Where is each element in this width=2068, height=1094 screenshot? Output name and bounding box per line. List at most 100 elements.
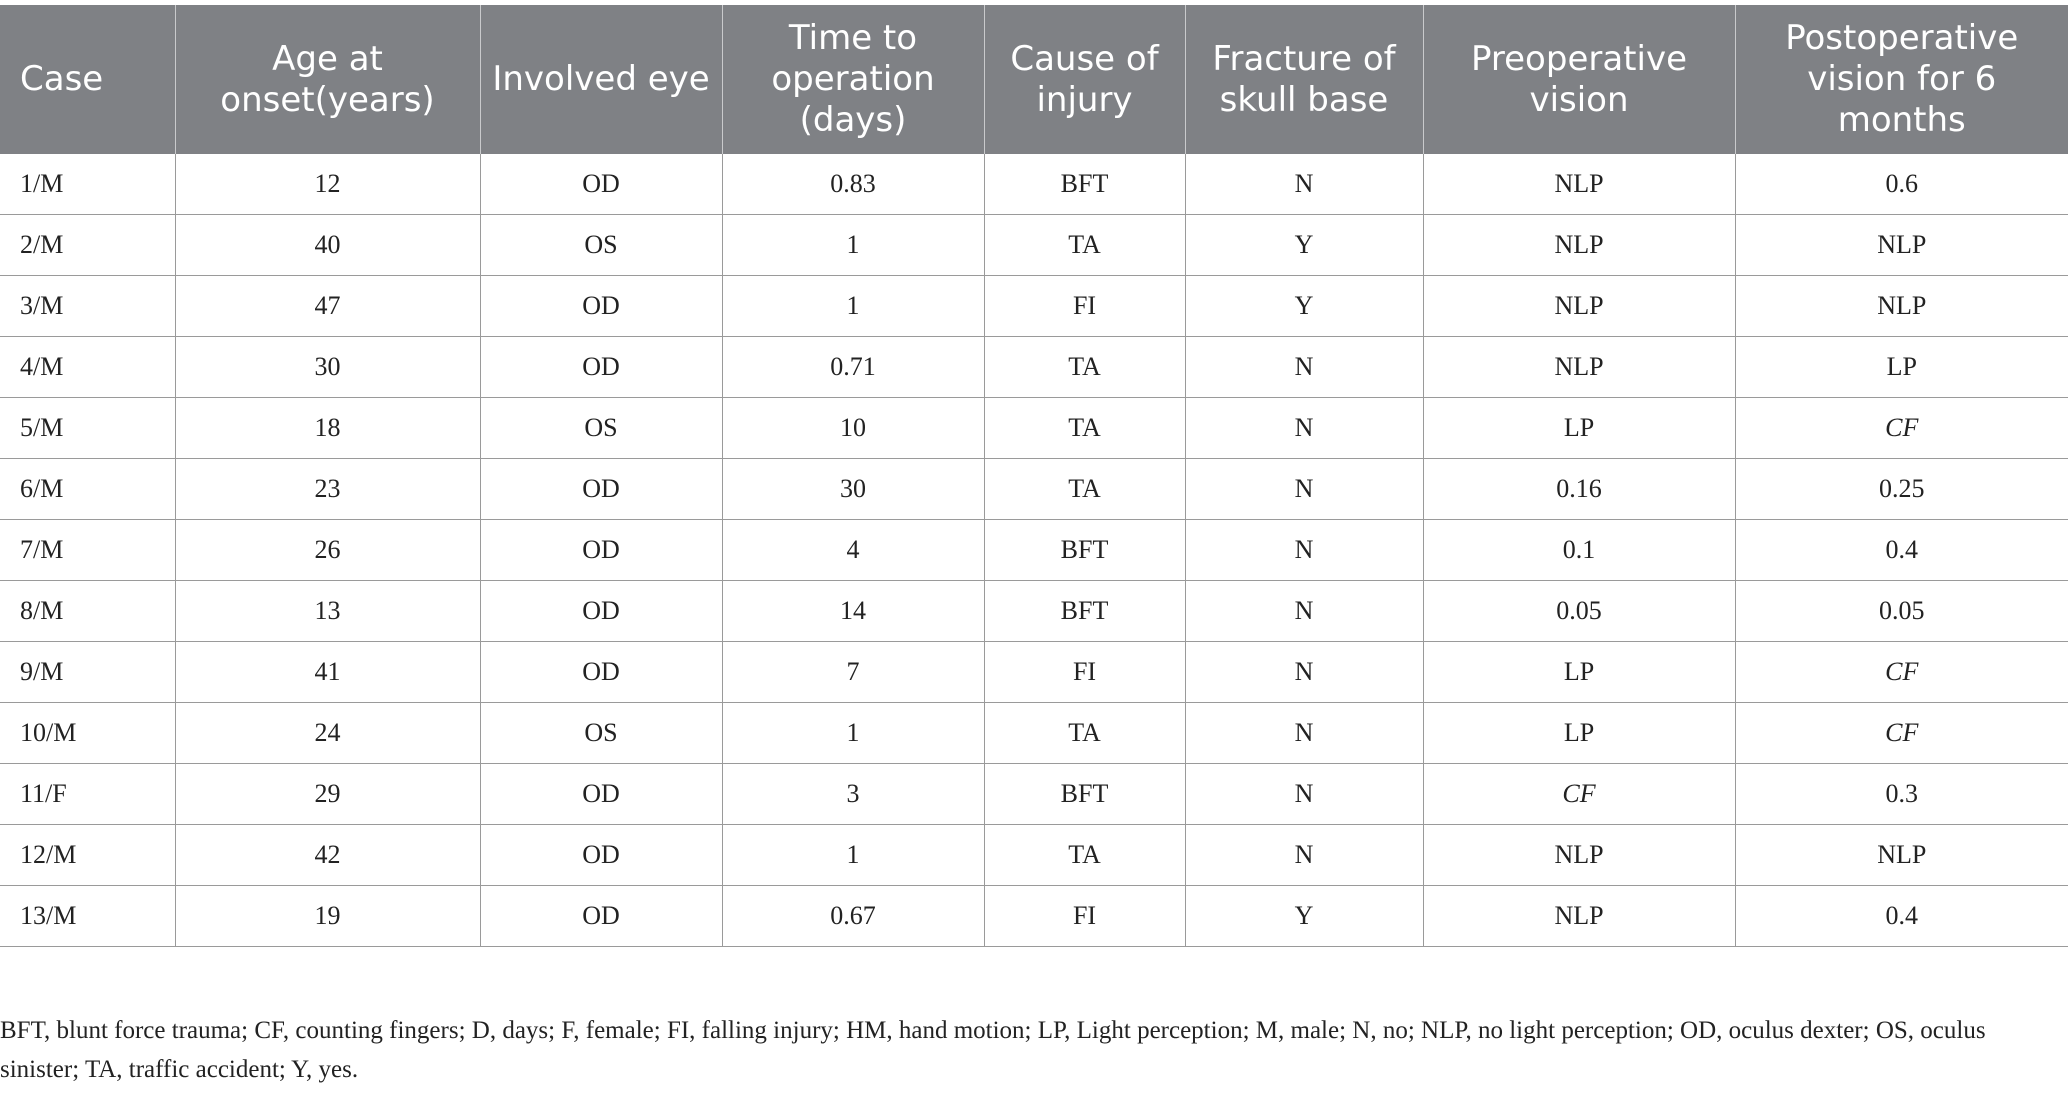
table-cell: 0.25: [1735, 458, 2068, 520]
table-row: 9/M 41 OD 7 FI N LP CF: [0, 641, 2068, 703]
table-row: 6/M 23 OD 30 TA N 0.16 0.25: [0, 458, 2068, 520]
table-row: 7/M 26 OD 4 BFT N 0.1 0.4: [0, 519, 2068, 581]
table-cell: 0.83: [722, 154, 985, 215]
table-cell: 18: [175, 397, 481, 459]
table-cell: CF: [1735, 641, 2068, 703]
table-cell: 0.71: [722, 336, 985, 398]
table-cell: 10/M: [0, 702, 176, 764]
table-cell: 2/M: [0, 214, 176, 276]
table-cell: 10: [722, 397, 985, 459]
table-row: 2/M 40 OS 1 TA Y NLP NLP: [0, 214, 2068, 276]
table-header: Case Age at onset(years) Involved eye Time …: [0, 5, 2068, 154]
table-cell: 4: [722, 519, 985, 581]
table-cell: 1/M: [0, 154, 176, 215]
table-cell: OS: [480, 397, 723, 459]
table-cell: BFT: [984, 763, 1186, 825]
table-cell: 6/M: [0, 458, 176, 520]
table-cell: TA: [984, 824, 1186, 886]
table-row: 12/M 42 OD 1 TA N NLP NLP: [0, 824, 2068, 886]
table-cell: 0.05: [1423, 580, 1736, 642]
table-cell: 0.3: [1735, 763, 2068, 825]
table-cell: TA: [984, 458, 1186, 520]
column-header: Postoperative vision for 6 months: [1735, 5, 2068, 154]
table-cell: 14: [722, 580, 985, 642]
table-cell: 1: [722, 824, 985, 886]
table-cell: TA: [984, 336, 1186, 398]
table-cell: 42: [175, 824, 481, 886]
table-cell: CF: [1735, 702, 2068, 764]
table-row: 5/M 18 OS 10 TA N LP CF: [0, 397, 2068, 459]
table-cell: NLP: [1423, 275, 1736, 337]
table-cell: 8/M: [0, 580, 176, 642]
table-cell: 5/M: [0, 397, 176, 459]
table-cell: LP: [1423, 641, 1736, 703]
column-header: Case: [0, 5, 176, 154]
table-cell: 1: [722, 214, 985, 276]
results-table-container: Case Age at onset(years) Involved eye Time …: [0, 5, 2068, 947]
table-row: 4/M 30 OD 0.71 TA N NLP LP: [0, 336, 2068, 398]
table-footnote: BFT, blunt force trauma; CF, counting fi…: [0, 1017, 1986, 1083]
table-cell: CF: [1423, 763, 1736, 825]
table-cell: NLP: [1423, 824, 1736, 886]
table-cell: OD: [480, 885, 723, 947]
table-cell: FI: [984, 641, 1186, 703]
table-cell: 0.16: [1423, 458, 1736, 520]
table-cell: 0.4: [1735, 885, 2068, 947]
table-cell: 30: [175, 336, 481, 398]
header-row: Case Age at onset(years) Involved eye Time …: [0, 5, 2068, 154]
table-cell: 29: [175, 763, 481, 825]
table-cell: CF: [1735, 397, 2068, 459]
table-cell: 1: [722, 275, 985, 337]
table-cell: NLP: [1423, 885, 1736, 947]
column-header: Preoperative vision: [1423, 5, 1736, 154]
table-row: 8/M 13 OD 14 BFT N 0.05 0.05: [0, 580, 2068, 642]
table-cell: OD: [480, 824, 723, 886]
table-cell: 0.4: [1735, 519, 2068, 581]
table-cell: OS: [480, 702, 723, 764]
table-cell: OD: [480, 519, 723, 581]
table-cell: N: [1185, 763, 1424, 825]
table-cell: NLP: [1423, 214, 1736, 276]
table-cell: 4/M: [0, 336, 176, 398]
table-cell: OD: [480, 763, 723, 825]
table-cell: OD: [480, 641, 723, 703]
table-cell: 0.6: [1735, 154, 2068, 215]
table-cell: 19: [175, 885, 481, 947]
table-cell: LP: [1735, 336, 2068, 398]
table-cell: N: [1185, 702, 1424, 764]
column-header: Time to operation (days): [722, 5, 985, 154]
table-cell: LP: [1423, 702, 1736, 764]
table-row: 11/F 29 OD 3 BFT N CF 0.3: [0, 763, 2068, 825]
table-row: 3/M 47 OD 1 FI Y NLP NLP: [0, 275, 2068, 337]
table-body: 1/M 12 OD 0.83 BFT N NLP 0.6 2/M 40 OS 1 TA Y NLP NLP 3/…: [0, 154, 2068, 947]
table-cell: N: [1185, 519, 1424, 581]
table-cell: 13/M: [0, 885, 176, 947]
table-cell: NLP: [1423, 336, 1736, 398]
table-cell: NLP: [1423, 154, 1736, 215]
results-table: Case Age at onset(years) Involved eye Time …: [0, 5, 2068, 947]
table-cell: 41: [175, 641, 481, 703]
column-header: Involved eye: [480, 5, 723, 154]
table-cell: OD: [480, 580, 723, 642]
table-cell: OD: [480, 154, 723, 215]
table-cell: FI: [984, 275, 1186, 337]
column-header: Cause of injury: [984, 5, 1186, 154]
table-cell: OD: [480, 458, 723, 520]
table-cell: BFT: [984, 154, 1186, 215]
table-cell: FI: [984, 885, 1186, 947]
table-cell: N: [1185, 824, 1424, 886]
table-row: 1/M 12 OD 0.83 BFT N NLP 0.6: [0, 154, 2068, 215]
column-header: Fracture of skull base: [1185, 5, 1424, 154]
table-cell: 40: [175, 214, 481, 276]
table-cell: 13: [175, 580, 481, 642]
table-cell: N: [1185, 336, 1424, 398]
table-cell: N: [1185, 580, 1424, 642]
table-cell: OD: [480, 336, 723, 398]
table-row: 10/M 24 OS 1 TA N LP CF: [0, 702, 2068, 764]
table-cell: 0.1: [1423, 519, 1736, 581]
column-header: Age at onset(years): [175, 5, 481, 154]
table-cell: N: [1185, 458, 1424, 520]
table-cell: N: [1185, 397, 1424, 459]
table-cell: Y: [1185, 885, 1424, 947]
table-cell: 7/M: [0, 519, 176, 581]
